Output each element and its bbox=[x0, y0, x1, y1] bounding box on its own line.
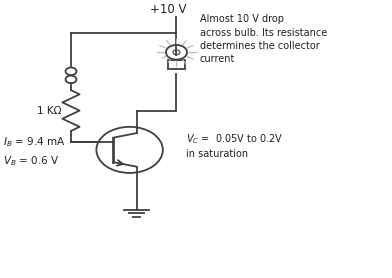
Text: $I_B$ = 9.4 mA: $I_B$ = 9.4 mA bbox=[3, 135, 65, 149]
Bar bbox=[168, 59, 185, 70]
Text: Almost 10 V drop
across bulb. Its resistance
determines the collector
current: Almost 10 V drop across bulb. Its resist… bbox=[200, 14, 327, 64]
Text: 1 KΩ: 1 KΩ bbox=[37, 106, 61, 116]
Text: $V_B$ = 0.6 V: $V_B$ = 0.6 V bbox=[3, 154, 59, 168]
Text: +10 V: +10 V bbox=[151, 3, 187, 16]
Text: $V_C$ =  0.05V to 0.2V
in saturation: $V_C$ = 0.05V to 0.2V in saturation bbox=[186, 132, 283, 159]
